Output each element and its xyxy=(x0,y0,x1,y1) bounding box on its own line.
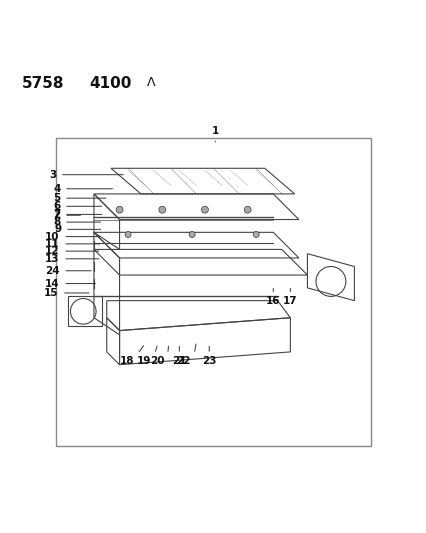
Text: 16: 16 xyxy=(265,296,280,306)
Text: 20: 20 xyxy=(150,356,164,366)
Text: 1: 1 xyxy=(212,126,219,136)
Circle shape xyxy=(253,231,259,238)
Text: 10: 10 xyxy=(45,232,60,241)
Text: 9: 9 xyxy=(54,224,61,235)
Text: 21: 21 xyxy=(172,356,186,366)
Text: 12: 12 xyxy=(45,246,60,256)
Bar xyxy=(55,139,371,446)
Text: 8: 8 xyxy=(53,217,60,227)
Text: 6: 6 xyxy=(53,201,60,211)
Text: 5: 5 xyxy=(53,193,60,203)
Text: 3: 3 xyxy=(49,169,56,180)
Text: 5758: 5758 xyxy=(21,76,64,92)
Circle shape xyxy=(201,206,208,213)
Circle shape xyxy=(189,231,195,238)
Text: 15: 15 xyxy=(44,288,58,298)
Circle shape xyxy=(244,206,250,213)
Text: 18: 18 xyxy=(119,356,134,366)
Text: Λ: Λ xyxy=(147,76,155,89)
Text: 23: 23 xyxy=(201,356,216,366)
Text: 2: 2 xyxy=(53,210,60,220)
Text: 7: 7 xyxy=(53,209,60,220)
Text: 4: 4 xyxy=(53,184,60,194)
Text: 11: 11 xyxy=(45,239,60,249)
Circle shape xyxy=(125,231,131,238)
Circle shape xyxy=(116,206,123,213)
Circle shape xyxy=(158,206,165,213)
Text: 19: 19 xyxy=(136,356,151,366)
Text: 24: 24 xyxy=(45,266,60,276)
Text: 13: 13 xyxy=(45,254,60,264)
Text: 4100: 4100 xyxy=(89,76,132,92)
Text: 14: 14 xyxy=(45,279,60,288)
Text: 22: 22 xyxy=(176,356,190,366)
Text: 17: 17 xyxy=(282,296,297,306)
